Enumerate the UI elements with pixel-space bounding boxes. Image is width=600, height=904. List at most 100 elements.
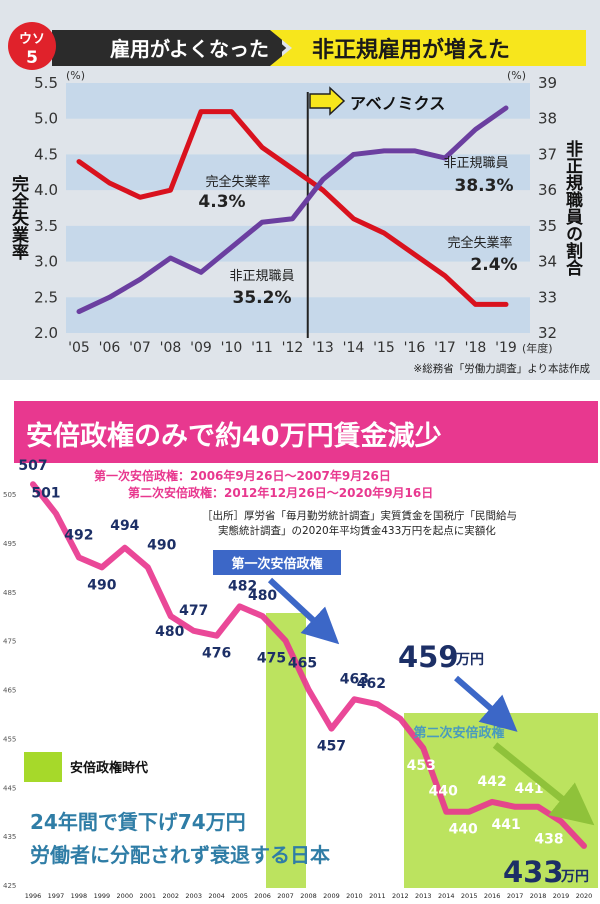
gridband: [66, 297, 530, 333]
wage-data-label: 490: [147, 537, 176, 553]
right-axis-label: 非正規職員の割合: [562, 139, 584, 277]
wage-y-tick: 425: [3, 882, 16, 890]
x-tick-label: '17: [434, 340, 456, 356]
lie-badge-line2: 5: [26, 48, 38, 68]
legend-swatch: [24, 752, 62, 782]
wage-data-label: 442: [478, 774, 507, 790]
x-tick-label: '13: [312, 340, 334, 356]
x-tick-label: '11: [251, 340, 273, 356]
x-unit: (年度): [522, 341, 553, 355]
nonregular-line: [76, 105, 509, 315]
wage-data-label: 463: [340, 671, 369, 687]
ann-unemp-start-value: 4.3%: [198, 192, 245, 212]
wage-y-tick: 505: [3, 491, 16, 499]
wage-x-tick: 1996: [25, 892, 42, 900]
first-term-line: 第一次安倍政権：2006年9月26日～2007年9月26日: [94, 468, 391, 483]
top-plot-area: 2.0 2.5 3.0 3.5 4.0 4.5 5.0 5.5 32 33 34 35 36 37 38 39…: [34, 74, 557, 356]
wage-data-label: 494: [110, 518, 139, 534]
second-term-green-arrow: [492, 742, 595, 826]
ann-nonreg-start-value: 35.2%: [233, 288, 292, 308]
wage-x-tick: 2010: [346, 892, 363, 900]
wage-x-tick: 1997: [48, 892, 65, 900]
wage-x-tick: 2019: [553, 892, 570, 900]
wage-data-label: 492: [64, 528, 93, 544]
first-term-arrow: [267, 577, 340, 645]
wage-data-label: 490: [87, 577, 116, 593]
bottom-source-line2: 実態統計調査」の2020年平均賃金433万円を起点に実額化: [218, 524, 496, 537]
ann-nonreg-start-label: 非正規職員: [229, 269, 294, 284]
ann-nonreg-end-label: 非正規職員: [443, 156, 508, 171]
wage-data-label: 440: [429, 784, 458, 800]
right-y-tick: 39: [538, 74, 557, 92]
top-source-note: ※総務省「労働力調査」より本誌作成: [413, 362, 590, 375]
first-term-box-label: 第一次安倍政権: [231, 556, 322, 572]
wage-y-tick: 465: [3, 687, 16, 695]
wage-data-label: 441: [492, 817, 521, 833]
x-tick-label: '16: [404, 340, 426, 356]
wage-x-tick: 2018: [530, 892, 547, 900]
ann-unemp-end-label: 完全失業率: [447, 235, 512, 251]
wage-data-label: 438: [534, 831, 563, 847]
wage-y-tick: 495: [3, 540, 16, 548]
wage-x-tick: 2001: [140, 892, 157, 900]
wage-data-label: 465: [288, 656, 317, 672]
wage-data-label: 501: [31, 486, 60, 502]
callout-459-number: 459: [398, 640, 459, 674]
left-unit: (%): [66, 69, 85, 82]
wage-x-tick: 2009: [323, 892, 340, 900]
wage-y-tick: 435: [3, 833, 16, 841]
wage-y-tick: 475: [3, 638, 16, 646]
wage-x-tick: 2014: [438, 892, 455, 900]
wage-data-label: 507: [18, 458, 47, 474]
wage-x-tick: 2008: [300, 892, 317, 900]
x-tick-label: '10: [221, 340, 243, 356]
chevron-right-icon: [267, 32, 287, 64]
wage-line: [30, 481, 587, 849]
wage-data-label: 480: [155, 624, 184, 640]
wage-data-label: 440: [449, 822, 478, 838]
bottom-banner: [14, 401, 598, 463]
wage-x-tick: 1998: [71, 892, 88, 900]
wage-y-tick: 485: [3, 589, 16, 597]
bottom-source-line1: ［出所］厚労省「毎月勤労統計調査」実質賃金を国税庁「民間給与: [202, 509, 517, 522]
callout-433-number: 433: [503, 855, 564, 889]
x-tick-label: '18: [465, 340, 487, 356]
x-tick-label: '12: [282, 340, 304, 356]
left-y-tick: 2.5: [34, 288, 58, 306]
lie-badge: [8, 22, 56, 70]
x-tick-label: '07: [129, 340, 151, 356]
arrow-right-icon: [309, 86, 346, 116]
left-y-tick: 3.0: [34, 253, 58, 271]
wage-x-tick: 2017: [507, 892, 524, 900]
wage-x-tick: 2020: [576, 892, 593, 900]
wage-data-label: 482: [228, 578, 257, 594]
highlight-first-term: [266, 613, 306, 888]
right-y-tick: 33: [538, 288, 557, 306]
right-y-tick: 34: [538, 253, 557, 271]
first-term-box: [213, 550, 341, 575]
right-y-tick: 38: [538, 110, 557, 128]
wage-x-tick: 2015: [461, 892, 478, 900]
left-title: 雇用がよくなった: [110, 37, 269, 61]
legend-label: 安倍政権時代: [70, 760, 148, 776]
caption-line1: 24年間で賃下げ74万円: [30, 810, 246, 834]
wage-data-label: 453: [407, 758, 436, 774]
wage-y-tick: 445: [3, 784, 16, 792]
unemployment-line: [76, 109, 509, 307]
wage-data-label: 477: [179, 603, 208, 619]
x-tick-label: '14: [343, 340, 365, 356]
gridband: [66, 225, 530, 262]
left-y-tick: 4.5: [34, 145, 58, 163]
left-y-tick: 5.5: [34, 74, 58, 92]
abenomics-marker: アベノミクス: [309, 86, 445, 116]
callout-433-unit: 万円: [560, 869, 589, 885]
x-tick-label: '19: [495, 340, 517, 356]
wage-x-tick: 2007: [277, 892, 294, 900]
right-y-tick: 37: [538, 145, 557, 163]
wage-data-label: 457: [317, 739, 346, 755]
x-tick-label: '15: [373, 340, 395, 356]
wage-data-label: 441: [514, 781, 543, 797]
wage-x-tick: 2003: [185, 892, 202, 900]
